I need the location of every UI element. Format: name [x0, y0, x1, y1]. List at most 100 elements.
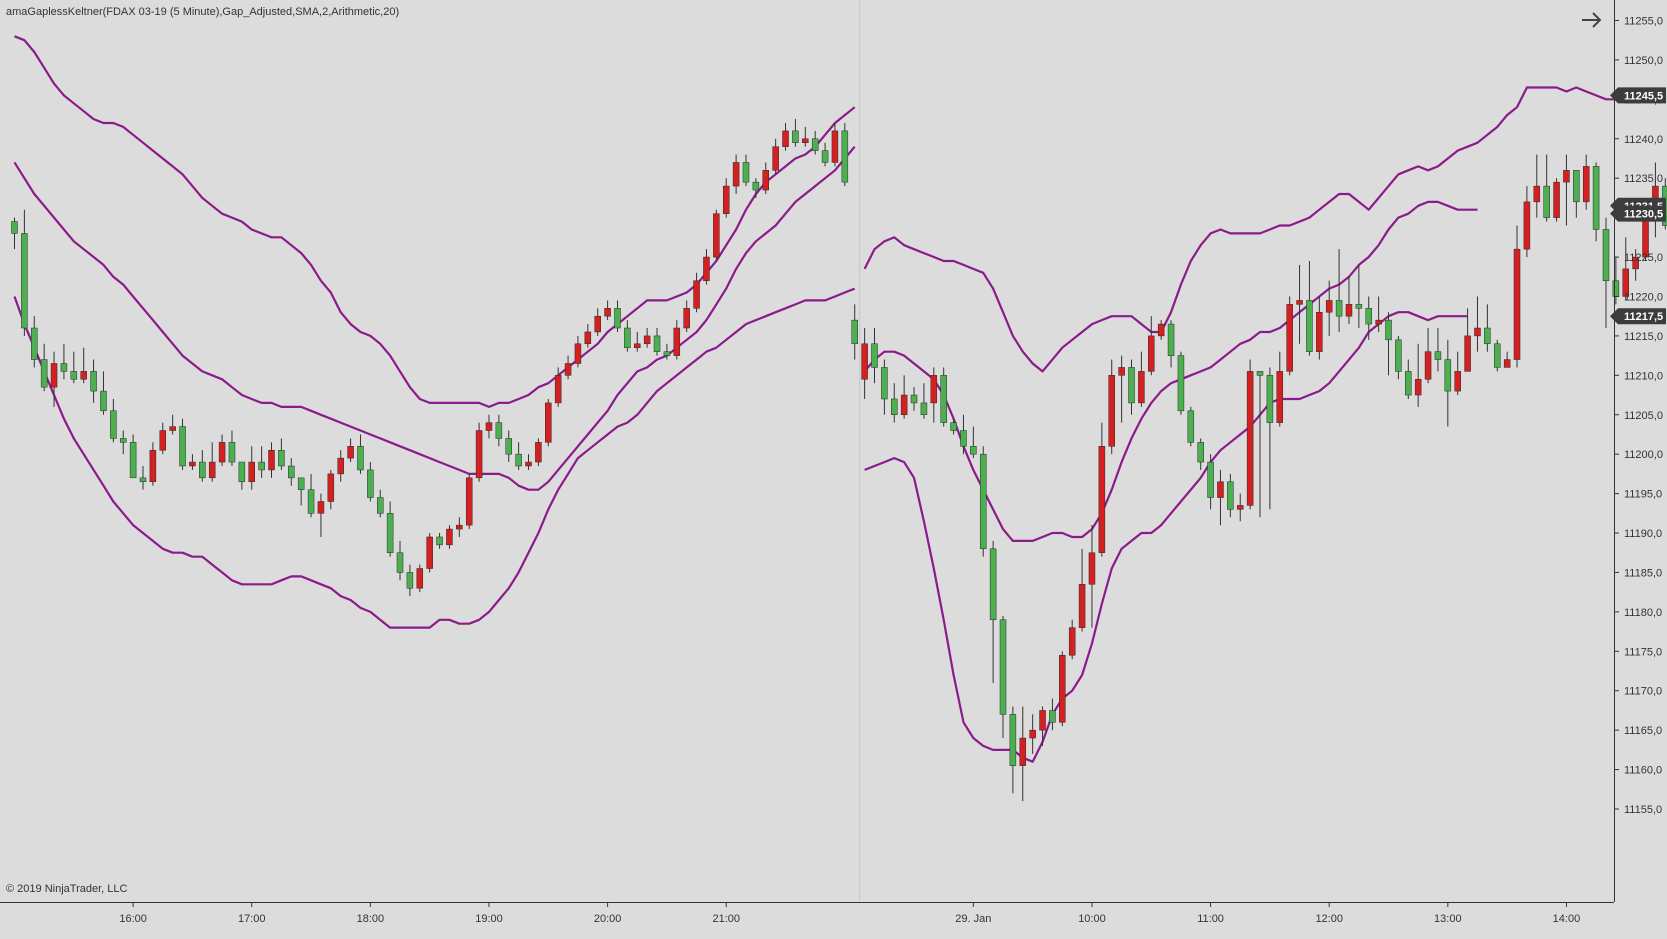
- candle-body: [684, 308, 690, 328]
- price-tick-label: 11175,0: [1624, 646, 1662, 658]
- candle-body: [249, 462, 255, 482]
- candle-body: [931, 375, 937, 403]
- time-tick-label: 18:00: [357, 913, 385, 925]
- candle-body: [407, 572, 413, 588]
- candle-body: [1316, 312, 1322, 351]
- candle: [1188, 407, 1194, 446]
- candle-body: [516, 454, 522, 466]
- candle-body: [239, 462, 245, 482]
- candle-body: [446, 529, 452, 545]
- candle-body: [1504, 360, 1510, 368]
- candle: [466, 474, 472, 529]
- candle-body: [1049, 710, 1055, 722]
- candle-body: [1386, 320, 1392, 340]
- candle-body: [1129, 367, 1135, 402]
- candle-body: [1247, 371, 1253, 505]
- candle: [1178, 352, 1184, 415]
- candle-body: [733, 162, 739, 186]
- candle-body: [170, 427, 176, 431]
- candle: [941, 367, 947, 426]
- candle-body: [387, 513, 393, 552]
- candle-body: [1613, 281, 1619, 297]
- candle-body: [664, 352, 670, 356]
- price-tick-label: 11240,0: [1624, 134, 1663, 146]
- candle-body: [901, 395, 907, 415]
- candle-body: [535, 442, 541, 462]
- candle-body: [654, 336, 660, 352]
- candle-body: [1494, 344, 1500, 368]
- price-tick-label: 11255,0: [1624, 16, 1663, 28]
- candle-body: [1079, 584, 1085, 627]
- price-tick-label: 11235,0: [1624, 173, 1663, 185]
- candle-body: [1366, 308, 1372, 324]
- price-tick-label: 11220,0: [1624, 291, 1663, 303]
- copyright-label: © 2019 NinjaTrader, LLC: [6, 883, 127, 895]
- candle-body: [783, 131, 789, 147]
- candle-body: [140, 478, 146, 482]
- candle-body: [506, 438, 512, 454]
- candle-body: [12, 222, 18, 234]
- candle: [713, 210, 719, 261]
- candle-body: [773, 147, 779, 171]
- candle-body: [1554, 182, 1560, 217]
- candle-body: [941, 375, 947, 422]
- time-tick-label: 12:00: [1315, 913, 1343, 925]
- price-tick-label: 11250,0: [1624, 55, 1663, 67]
- candle-body: [1603, 229, 1609, 280]
- candle-body: [1425, 352, 1431, 380]
- candle-body: [367, 470, 373, 498]
- candle-body: [71, 371, 77, 379]
- candle-body: [189, 462, 195, 466]
- price-tick-label: 11190,0: [1624, 528, 1662, 540]
- candle: [476, 423, 482, 482]
- candle-body: [911, 395, 917, 403]
- candle-body: [634, 344, 640, 348]
- candle-body: [842, 131, 848, 182]
- candle: [417, 565, 423, 593]
- price-tick-label: 11170,0: [1624, 686, 1662, 698]
- candle-body: [614, 308, 620, 328]
- candle-body: [1168, 324, 1174, 356]
- candle-body: [1237, 505, 1243, 509]
- price-tick-label: 11160,0: [1624, 765, 1662, 777]
- candle-body: [31, 328, 37, 360]
- candle-body: [51, 363, 57, 387]
- candle-body: [180, 427, 186, 466]
- candle-body: [1148, 336, 1154, 371]
- candle-body: [278, 450, 284, 466]
- arrow-right-icon[interactable]: [1578, 10, 1606, 30]
- candle: [545, 399, 551, 446]
- candle-body: [1059, 655, 1065, 722]
- candle-body: [585, 332, 591, 344]
- candle-body: [1109, 375, 1115, 446]
- candle-body: [862, 344, 868, 379]
- candle-body: [1178, 356, 1184, 411]
- price-tag-label: 11217,5: [1624, 311, 1663, 323]
- price-tick-label: 11180,0: [1624, 607, 1662, 619]
- candle-body: [1336, 300, 1342, 316]
- candle: [535, 438, 541, 466]
- candle-body: [1158, 324, 1164, 336]
- candle-body: [41, 360, 47, 388]
- candle: [1247, 360, 1253, 510]
- time-tick-label: 19:00: [475, 913, 503, 925]
- candle-body: [921, 403, 927, 415]
- candle-body: [1208, 462, 1214, 497]
- candle-body: [852, 320, 858, 344]
- time-tick-label: 20:00: [594, 913, 622, 925]
- price-tag: 11230,5: [1610, 206, 1666, 222]
- price-tag: 11217,5: [1610, 308, 1666, 324]
- candle-body: [288, 466, 294, 478]
- candle-body: [328, 474, 334, 502]
- candle-body: [377, 498, 383, 514]
- candle-body: [397, 553, 403, 573]
- candle-body: [338, 458, 344, 474]
- candle-body: [1020, 738, 1026, 766]
- candle-body: [713, 214, 719, 257]
- candle-body: [427, 537, 433, 569]
- candle-body: [348, 446, 354, 458]
- candle-body: [1465, 336, 1471, 371]
- candle: [1059, 651, 1065, 726]
- indicator-label: amaGaplessKeltner(FDAX 03-19 (5 Minute),…: [6, 6, 399, 18]
